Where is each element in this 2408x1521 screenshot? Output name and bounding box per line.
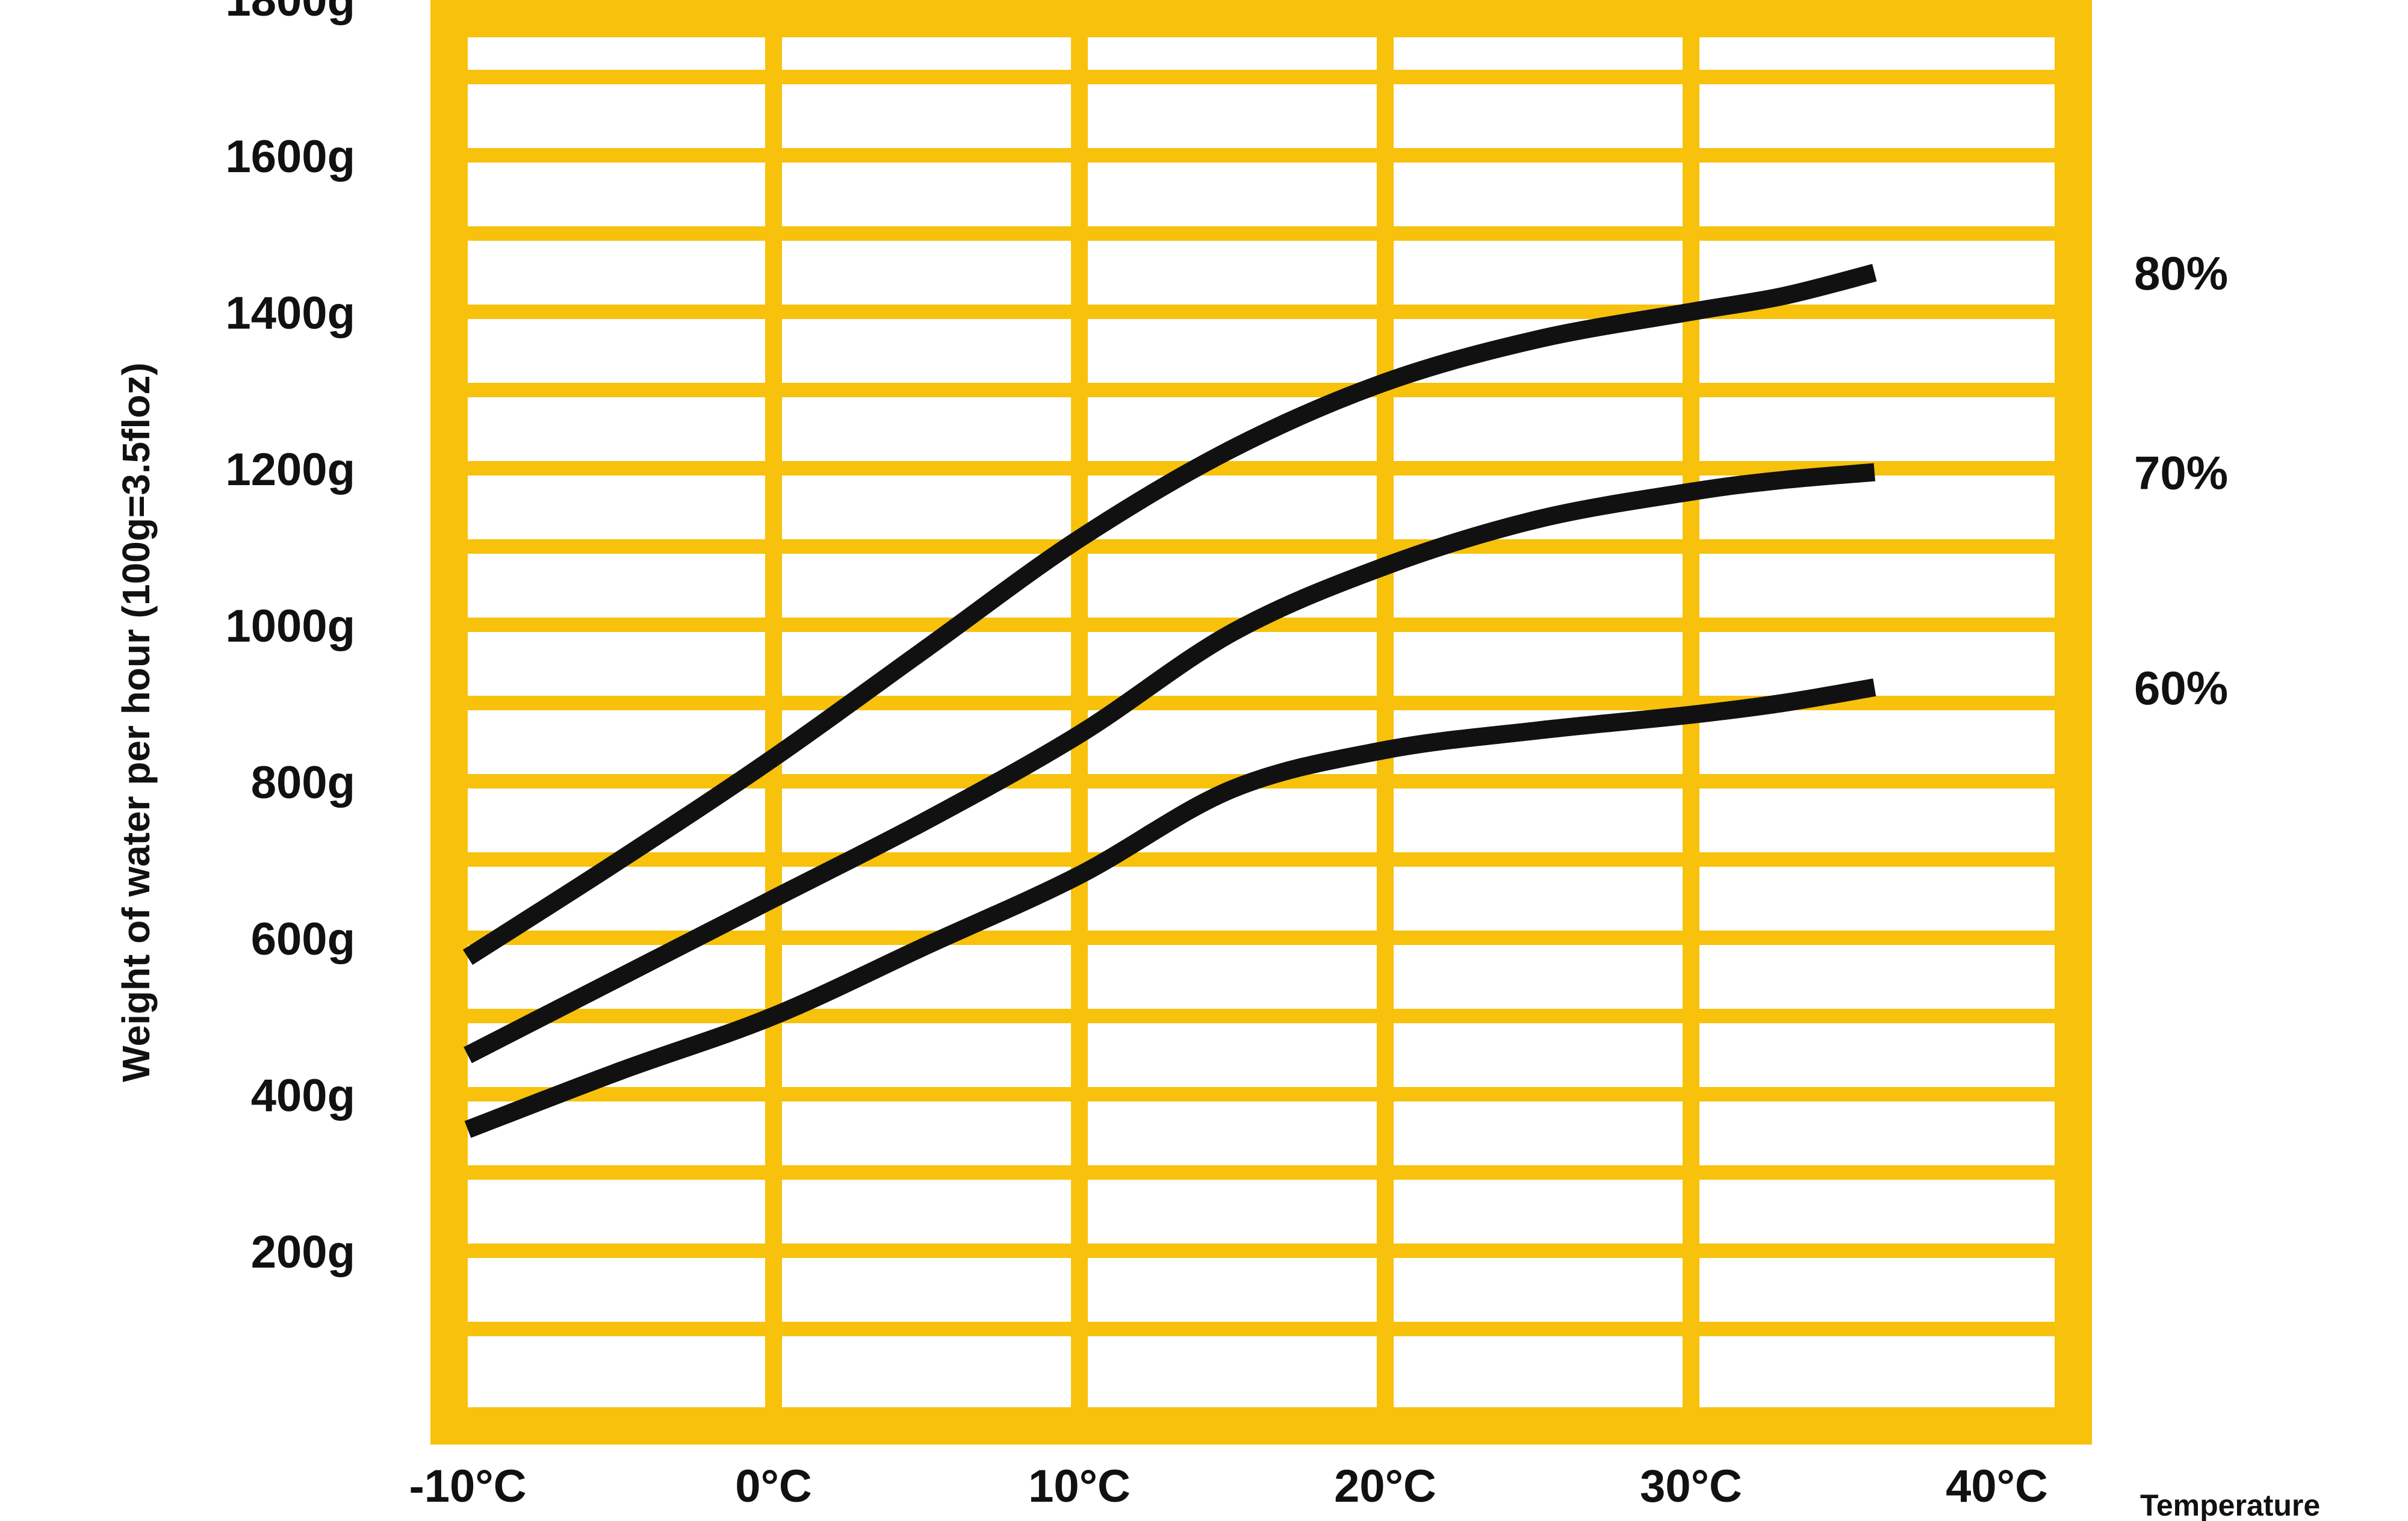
curve-layer xyxy=(462,264,1877,1138)
y-tick-label: 1000g xyxy=(226,601,356,652)
x-tick-label: 0°C xyxy=(735,1461,812,1512)
series-label-70pct: 70% xyxy=(2134,447,2228,500)
series-line-60pct xyxy=(464,678,1876,1138)
y-tick-label: 600g xyxy=(251,914,355,965)
x-tick-label: 20°C xyxy=(1334,1461,1436,1512)
x-tick-label: -10°C xyxy=(409,1461,526,1512)
y-tick-label: 1200g xyxy=(226,444,356,495)
x-tick-label: 30°C xyxy=(1640,1461,1742,1512)
plot-background xyxy=(430,0,2092,1445)
y-tick-label: 1400g xyxy=(226,288,356,339)
series-line-70pct xyxy=(464,463,1876,1064)
x-tick-labels: -10°C 0°C 10°C 20°C 30°C 40°C xyxy=(409,1461,2047,1512)
x-tick-label: 10°C xyxy=(1028,1461,1131,1512)
y-tick-labels: 200g 400g 600g 800g 1000g 1200g 1400g 1600g 1800… xyxy=(226,0,356,1278)
y-tick-label: 400g xyxy=(251,1070,355,1121)
series-labels: 80% 70% 60% xyxy=(2134,247,2228,714)
y-axis-title: Weight of water per hour (100g=3.5floz) xyxy=(114,362,158,1082)
x-tick-label: 40°C xyxy=(1946,1461,2048,1512)
series-label-60pct: 60% xyxy=(2134,661,2228,714)
y-tick-label: 800g xyxy=(251,757,355,808)
plot-frame xyxy=(430,0,2092,1445)
y-tick-label: 1600g xyxy=(226,131,356,182)
y-tick-label: 1800g xyxy=(226,0,356,26)
y-tick-label: 200g xyxy=(251,1227,355,1278)
series-line-80pct xyxy=(462,264,1877,965)
x-axis-title: Temperature xyxy=(2140,1488,2320,1521)
series-label-80pct: 80% xyxy=(2134,247,2228,300)
